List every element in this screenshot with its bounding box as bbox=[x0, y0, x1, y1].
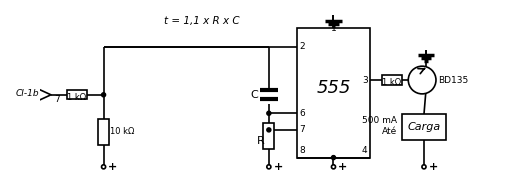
Text: 500 mA: 500 mA bbox=[362, 116, 397, 125]
Text: +: + bbox=[108, 162, 118, 172]
Text: 2: 2 bbox=[300, 42, 305, 51]
Text: 7: 7 bbox=[300, 125, 305, 134]
Circle shape bbox=[267, 111, 271, 115]
Text: 1 kΩ: 1 kΩ bbox=[67, 93, 86, 102]
Circle shape bbox=[422, 165, 426, 169]
Text: 7: 7 bbox=[54, 95, 59, 104]
Polygon shape bbox=[7, 75, 51, 115]
Text: +: + bbox=[428, 162, 438, 172]
Circle shape bbox=[331, 165, 335, 169]
Text: C: C bbox=[250, 90, 258, 100]
Circle shape bbox=[331, 156, 335, 160]
Bar bbox=[263, 123, 275, 149]
Text: 6: 6 bbox=[300, 109, 305, 118]
Text: 10 kΩ: 10 kΩ bbox=[110, 127, 134, 136]
Text: +: + bbox=[274, 162, 283, 172]
Bar bbox=[402, 114, 446, 140]
Text: 555: 555 bbox=[316, 79, 350, 97]
Bar bbox=[382, 75, 402, 85]
Text: R: R bbox=[256, 136, 264, 146]
Circle shape bbox=[267, 128, 271, 132]
Circle shape bbox=[101, 165, 106, 169]
Text: Carga: Carga bbox=[407, 122, 440, 132]
Circle shape bbox=[101, 93, 106, 97]
Bar bbox=[296, 28, 370, 158]
Text: +: + bbox=[338, 162, 347, 172]
Bar bbox=[98, 119, 109, 145]
Text: t = 1,1 x R x C: t = 1,1 x R x C bbox=[164, 16, 239, 26]
Bar bbox=[67, 90, 87, 99]
Text: 3: 3 bbox=[362, 75, 368, 85]
Text: 1 kΩ: 1 kΩ bbox=[382, 78, 401, 88]
Circle shape bbox=[408, 66, 436, 94]
Text: 8: 8 bbox=[300, 146, 305, 155]
Circle shape bbox=[267, 165, 271, 169]
Text: CI-1b: CI-1b bbox=[15, 89, 39, 98]
Text: 1: 1 bbox=[331, 24, 336, 33]
Text: BD135: BD135 bbox=[438, 75, 468, 85]
Text: Até: Até bbox=[382, 127, 397, 136]
Text: 4: 4 bbox=[362, 146, 368, 155]
